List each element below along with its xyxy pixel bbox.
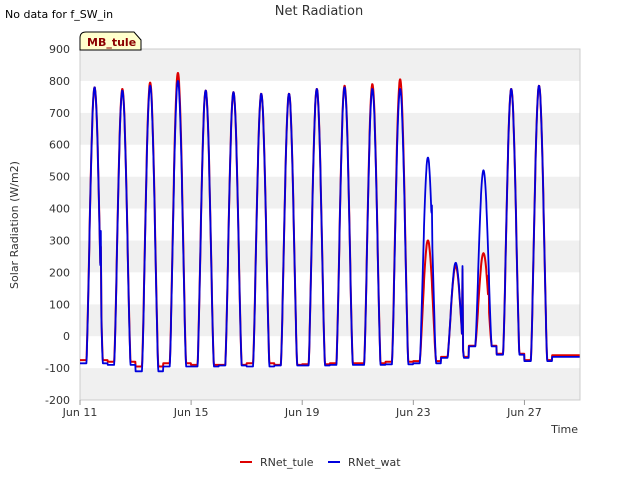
grid-band bbox=[80, 112, 580, 145]
y-tick-label: 0 bbox=[63, 330, 70, 343]
grid-band bbox=[80, 144, 580, 177]
y-axis-ticks: -200 -100 0 100 200 300 400 500 600 700 800 900 bbox=[45, 43, 70, 407]
x-tick-label: Jun 19 bbox=[284, 406, 320, 419]
y-axis-label: Solar Radiation (W/m2) bbox=[8, 161, 21, 289]
tag-box: MB_tule bbox=[79, 31, 142, 51]
grid-band bbox=[80, 368, 580, 400]
legend-label-rnet-wat: RNet_wat bbox=[348, 456, 401, 469]
series-layer bbox=[79, 72, 581, 373]
y-tick-label: 900 bbox=[49, 43, 70, 56]
chart-title: Net Radiation bbox=[275, 4, 363, 19]
y-tick-label: 200 bbox=[49, 266, 70, 279]
plot-frame bbox=[79, 48, 581, 401]
y-tick-label: 500 bbox=[49, 171, 70, 184]
x-tick-label: Jun 23 bbox=[395, 406, 431, 419]
y-tick-label: 600 bbox=[49, 139, 70, 152]
grid-band bbox=[80, 240, 580, 273]
grid-band bbox=[80, 304, 580, 337]
grid-band bbox=[80, 80, 580, 113]
x-axis-label: Time bbox=[550, 423, 578, 436]
legend-label-rnet-tule: RNet_tule bbox=[260, 456, 314, 469]
x-tick-label: Jun 11 bbox=[62, 406, 98, 419]
y-tick-label: 700 bbox=[49, 107, 70, 120]
y-tick-label: 300 bbox=[49, 234, 70, 247]
x-tick-label: Jun 27 bbox=[506, 406, 542, 419]
x-axis-ticks: Jun 11 Jun 15 Jun 19 Jun 23 Jun 27 bbox=[62, 400, 542, 419]
legend: RNet_tule RNet_wat bbox=[240, 456, 401, 469]
grid-band bbox=[80, 176, 580, 209]
plot-background-bands bbox=[80, 49, 580, 400]
y-tick-label: 800 bbox=[49, 75, 70, 88]
grid-band bbox=[80, 272, 580, 305]
top-note: No data for f_SW_in bbox=[5, 8, 113, 21]
y-tick-label: -200 bbox=[45, 394, 70, 407]
grid-band bbox=[80, 208, 580, 241]
y-tick-label: 400 bbox=[49, 203, 70, 216]
series-line-rnet-wat bbox=[79, 80, 581, 373]
tag-label: MB_tule bbox=[87, 36, 136, 49]
y-tick-label: -100 bbox=[45, 362, 70, 375]
y-tick-label: 100 bbox=[49, 298, 70, 311]
x-tick-label: Jun 15 bbox=[173, 406, 209, 419]
grid-band bbox=[80, 49, 580, 81]
